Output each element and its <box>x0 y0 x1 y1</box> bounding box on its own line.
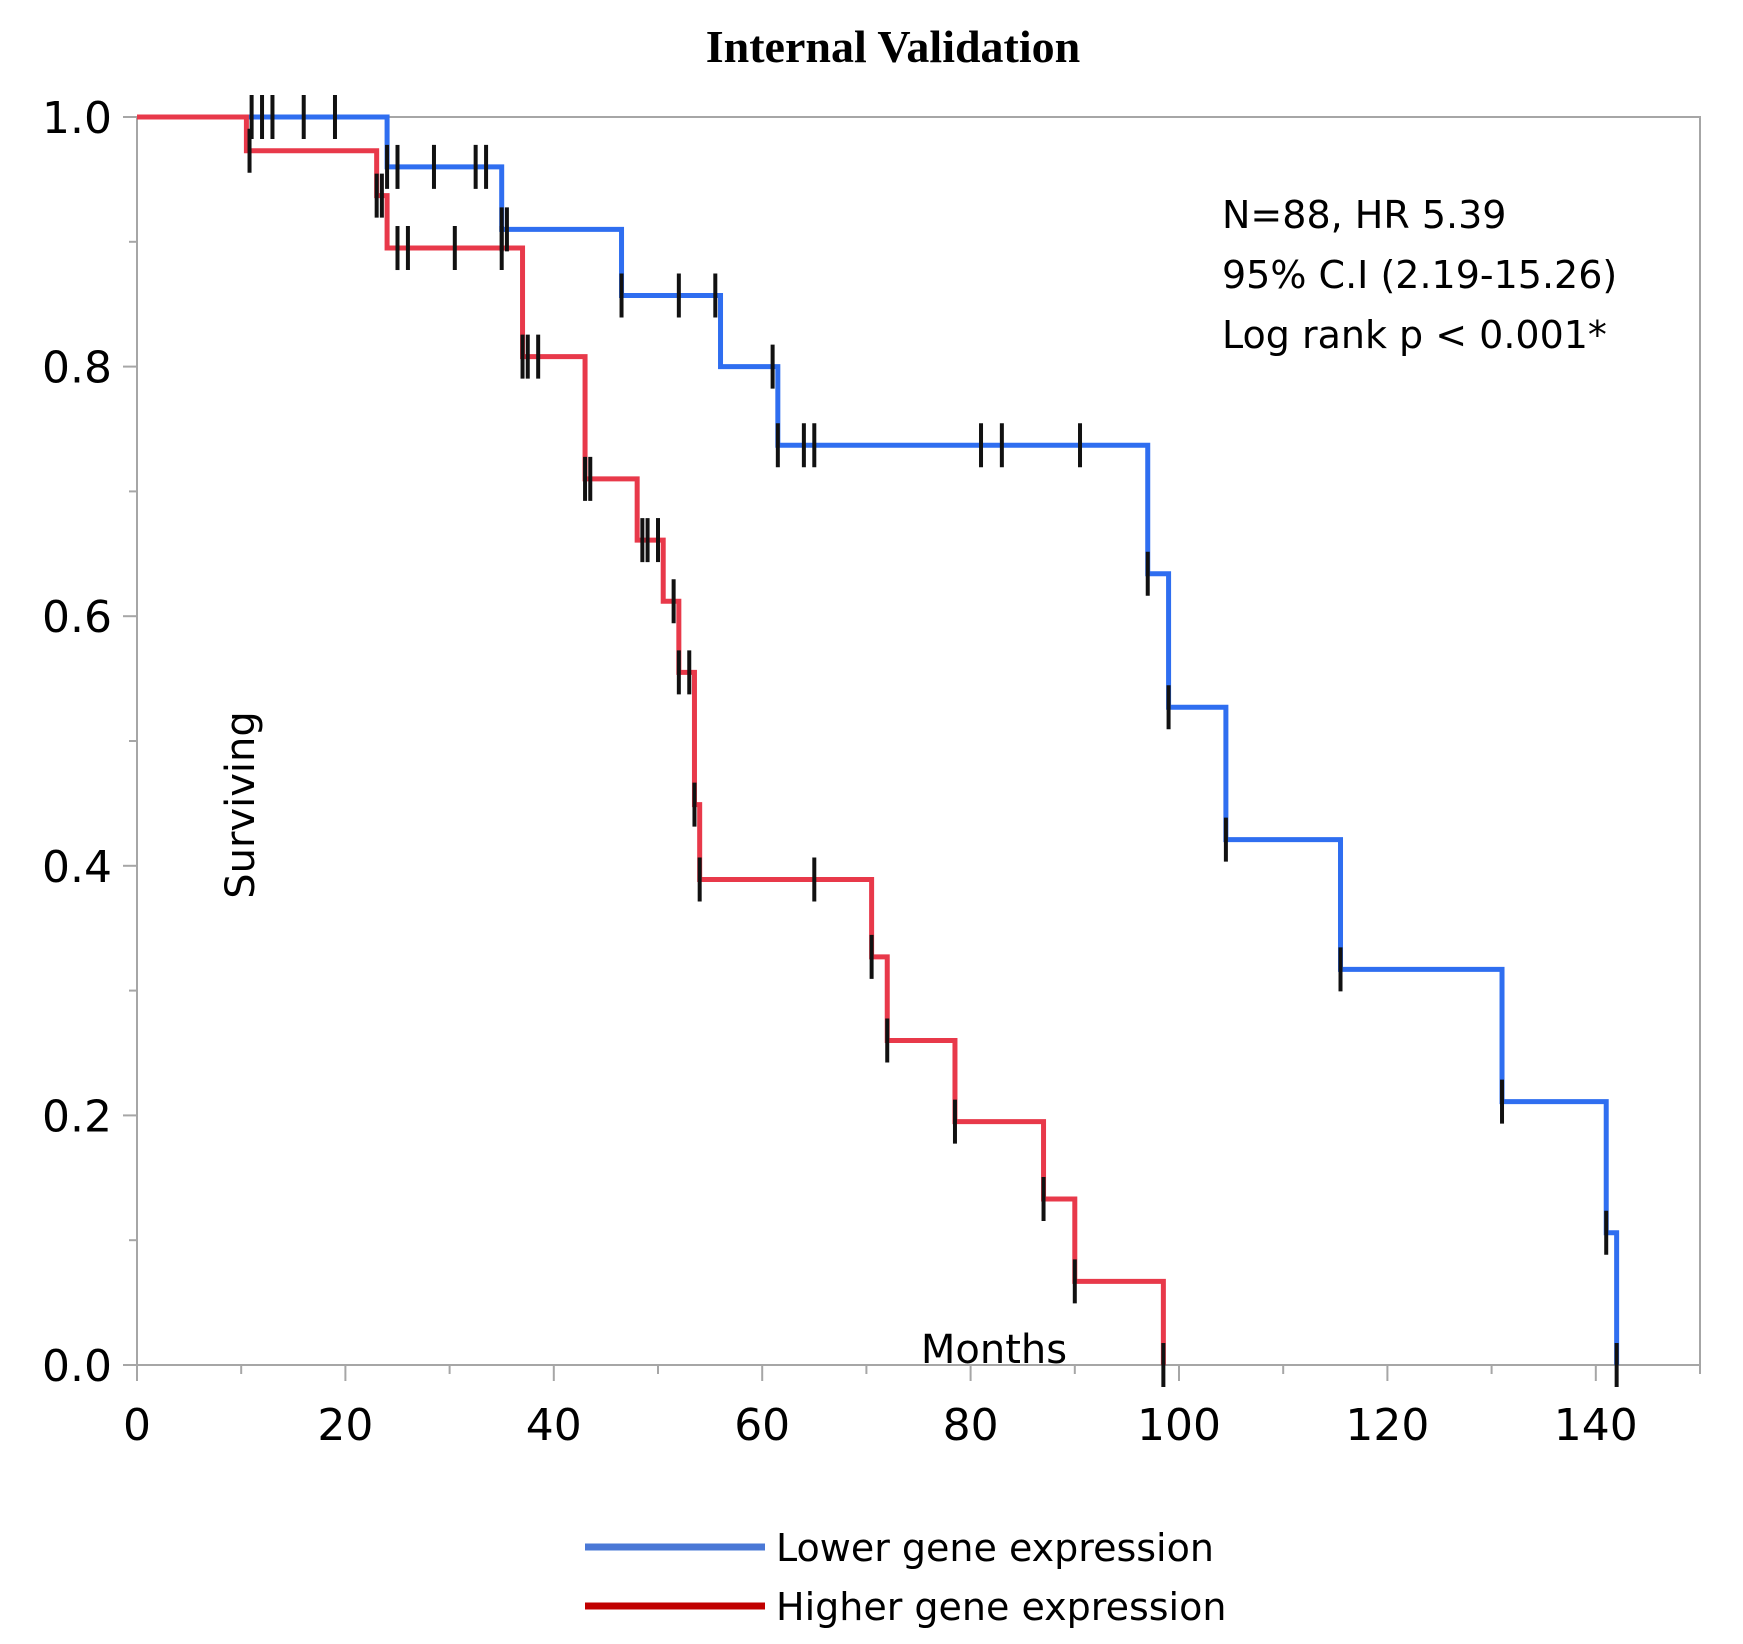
censor-marks <box>247 95 1619 1387</box>
annotation-logrank: Log rank p < 0.001* <box>1222 313 1607 357</box>
x-tick-label: 0 <box>123 1400 151 1451</box>
annotation-ci: 95% C.I (2.19-15.26) <box>1222 253 1617 297</box>
x-axis: 0 20 40 60 80 100 120 140 <box>123 1365 1701 1451</box>
y-tick-label: 0.6 <box>42 592 112 643</box>
y-tick-label: 0.4 <box>42 842 112 893</box>
y-axis-label: Surviving <box>218 711 264 899</box>
chart-title: Internal Validation <box>706 21 1081 72</box>
y-axis: 0.0 0.2 0.4 0.6 0.8 1.0 <box>42 93 137 1392</box>
y-tick-label: 0.0 <box>42 1341 112 1392</box>
legend-label-higher: Higher gene expression <box>776 1585 1226 1629</box>
series-line-higher <box>137 114 1166 1365</box>
annotation-n-hr: N=88, HR 5.39 <box>1222 193 1506 237</box>
x-tick-label: 60 <box>734 1400 790 1451</box>
y-tick-label: 0.2 <box>42 1091 112 1142</box>
x-tick-label: 40 <box>526 1400 582 1451</box>
x-tick-label: 20 <box>317 1400 373 1451</box>
y-tick-label: 0.8 <box>42 343 112 394</box>
plot-frame <box>136 116 1701 1366</box>
x-tick-label: 100 <box>1137 1400 1221 1451</box>
y-tick-label: 1.0 <box>42 93 112 144</box>
x-tick-label: 140 <box>1554 1400 1638 1451</box>
x-tick-label: 80 <box>943 1400 999 1451</box>
x-axis-label: Months <box>921 1327 1067 1373</box>
x-tick-label: 120 <box>1345 1400 1429 1451</box>
legend: Lower gene expression Higher gene expres… <box>585 1526 1226 1629</box>
series-layer <box>137 114 1620 1365</box>
series-line-lower <box>137 114 1620 1365</box>
legend-label-lower: Lower gene expression <box>776 1526 1214 1570</box>
